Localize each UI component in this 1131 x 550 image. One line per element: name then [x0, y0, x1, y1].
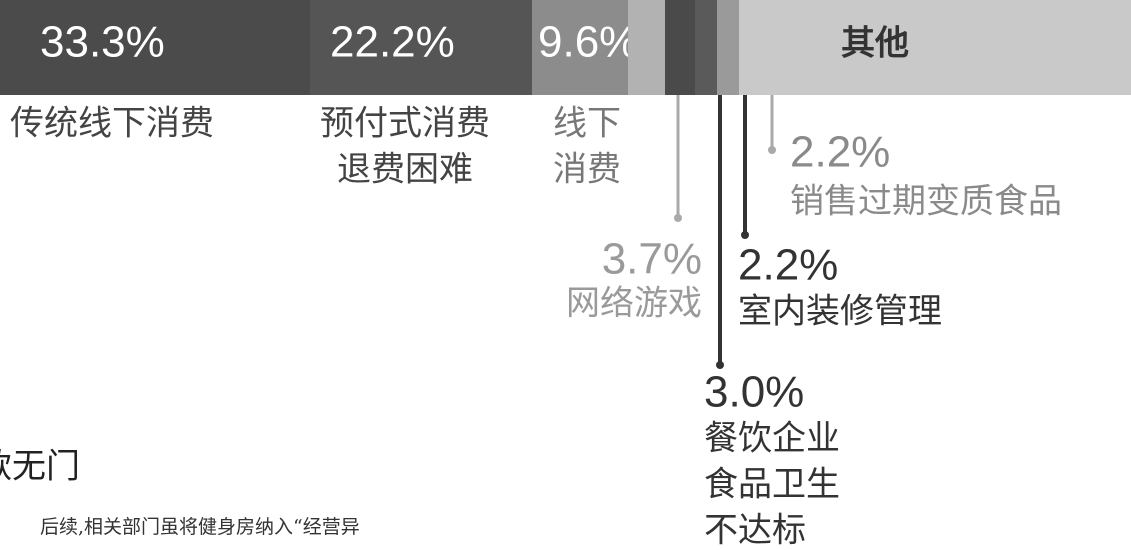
bar-segment: [0, 0, 310, 95]
bar-segment: [739, 0, 1131, 95]
value-label: 3.7%: [602, 235, 702, 284]
category-label: 线下: [553, 104, 621, 144]
article-heading: 款无门: [0, 447, 80, 487]
category-label: 室内装修管理: [738, 292, 942, 332]
bar-segment: [310, 0, 532, 95]
category-label: 销售过期变质食品: [790, 182, 1062, 222]
category-label: 不达标: [704, 511, 806, 550]
article-body: 后续,相关部门虽将健身房纳入“经营异: [40, 516, 360, 538]
category-label: 退费困难: [337, 150, 473, 190]
category-label: 餐饮企业: [704, 419, 840, 459]
value-label: 3.0%: [704, 368, 804, 417]
value-label: 2.2%: [738, 241, 838, 290]
category-label: 预付式消费: [320, 104, 490, 144]
value-label: 9.6%: [538, 18, 638, 67]
bar-segment: [717, 0, 739, 95]
leader-dot: [716, 361, 724, 369]
category-label: 其他: [841, 24, 909, 64]
bar-segment: [665, 0, 695, 95]
leader-dot: [768, 146, 776, 154]
category-label: 传统线下消费: [10, 104, 214, 144]
bar-segment: [695, 0, 717, 95]
bar-segment: [628, 0, 665, 95]
category-label: 食品卫生: [704, 465, 840, 505]
category-label: 消费: [553, 150, 621, 190]
value-label: 2.2%: [790, 128, 890, 177]
value-label: 33.3%: [40, 18, 165, 67]
bar-segment: [532, 0, 628, 95]
leader-dot: [741, 231, 749, 239]
value-label: 22.2%: [330, 18, 455, 67]
leader-dot: [674, 214, 682, 222]
category-label: 网络游戏: [566, 284, 702, 324]
